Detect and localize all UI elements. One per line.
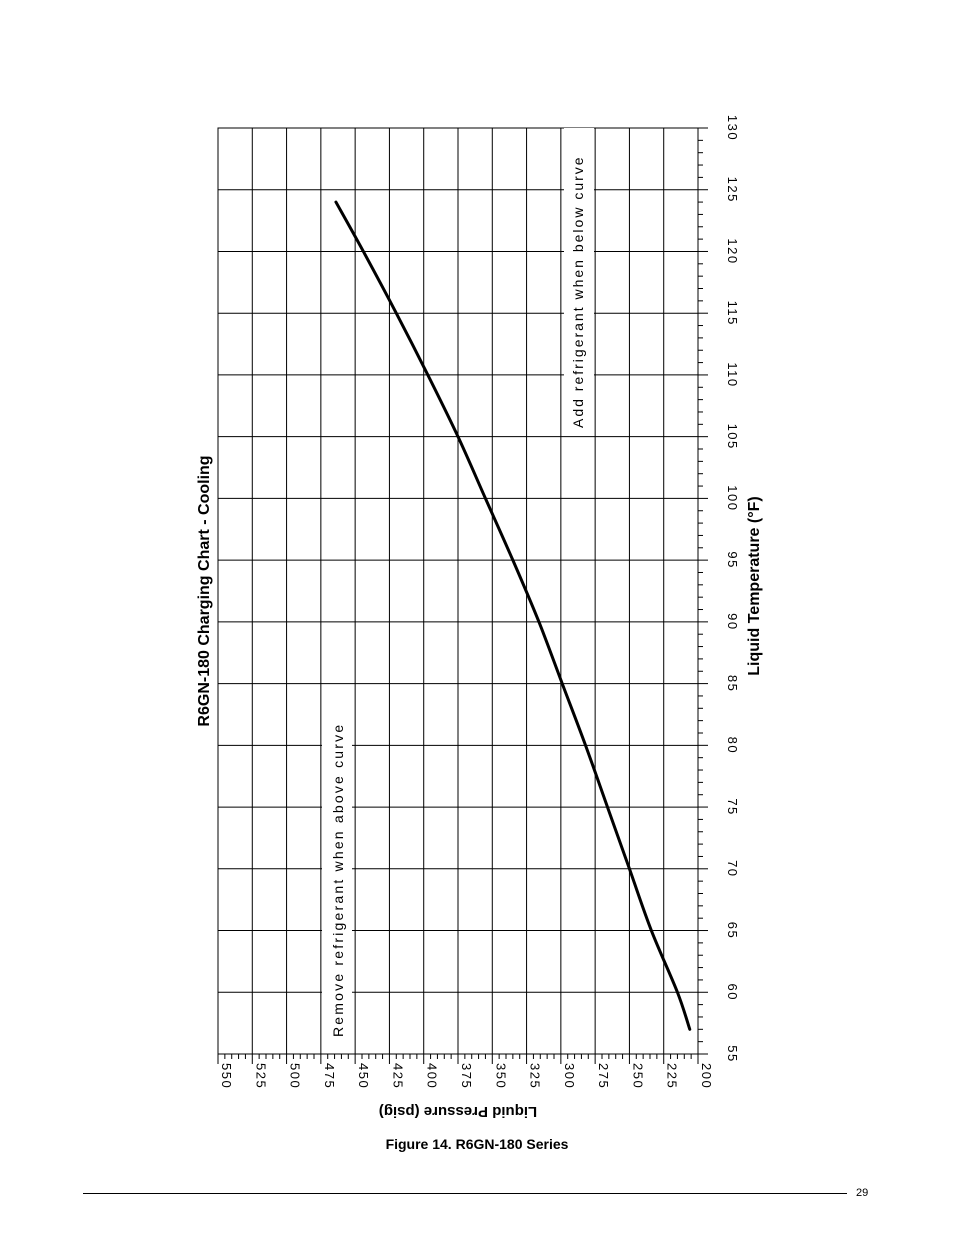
x-tick-label: 110 — [725, 362, 740, 387]
x-tick-label: 75 — [725, 798, 740, 815]
y-axis-tick-labels: 550 525 500 475 450 425 400 375 350 325 300 275 250 2… — [219, 1063, 714, 1089]
y-tick-label: 400 — [425, 1063, 440, 1089]
annotation-remove-refrigerant: Remove refrigerant when above curve — [330, 723, 346, 1037]
chart-minor-ticks — [217, 127, 708, 1064]
x-tick-label: 115 — [725, 301, 740, 326]
y-tick-label: 450 — [356, 1063, 371, 1089]
chart-title: R6GN-180 Charging Chart - Cooling — [196, 455, 213, 726]
x-tick-label: 120 — [725, 238, 740, 264]
page-number: 29 — [856, 1187, 869, 1199]
y-tick-label: 350 — [493, 1063, 508, 1089]
x-tick-label: 65 — [725, 922, 740, 939]
x-tick-label: 95 — [725, 551, 740, 568]
y-tick-label: 475 — [322, 1063, 337, 1089]
add-annotation-background — [564, 128, 594, 432]
charging-curve — [334, 200, 692, 1031]
x-tick-label: 130 — [725, 115, 740, 141]
y-axis-title: Liquid Pressure (psig) — [379, 1103, 537, 1120]
y-tick-label: 375 — [459, 1063, 474, 1089]
remove-annotation-background — [322, 690, 352, 1038]
y-tick-label: 325 — [528, 1063, 543, 1089]
y-tick-label: 550 — [219, 1063, 234, 1089]
plot-area-border — [217, 127, 699, 1055]
x-tick-label: 100 — [725, 485, 740, 511]
y-tick-label: 250 — [630, 1063, 645, 1089]
x-tick-label: 90 — [725, 613, 740, 630]
y-tick-label: 225 — [665, 1063, 680, 1089]
footer-rule — [83, 1193, 847, 1194]
x-tick-label: 80 — [725, 737, 740, 754]
annotation-add-refrigerant: Add refrigerant when below curve — [570, 155, 586, 428]
y-tick-label: 525 — [253, 1063, 268, 1089]
x-axis-title: Liquid Temperature (°F) — [746, 496, 763, 675]
y-tick-label: 200 — [699, 1063, 714, 1089]
x-tick-label: 55 — [725, 1045, 740, 1062]
y-tick-label: 425 — [390, 1063, 405, 1089]
y-tick-label: 500 — [288, 1063, 303, 1089]
x-tick-label: 125 — [725, 177, 740, 203]
x-tick-label: 70 — [725, 860, 740, 877]
y-tick-label: 300 — [562, 1063, 577, 1089]
x-axis-tick-labels: 55 60 65 70 75 80 85 90 95 100 105 110 115 120 125 130 — [725, 115, 740, 1063]
x-tick-label: 105 — [725, 424, 740, 450]
y-tick-label: 275 — [596, 1063, 611, 1089]
x-tick-label: 60 — [725, 984, 740, 1001]
chart-grid — [217, 127, 699, 1055]
figure-caption: Figure 14. R6GN-180 Series — [385, 1136, 569, 1152]
x-tick-label: 85 — [725, 675, 740, 692]
